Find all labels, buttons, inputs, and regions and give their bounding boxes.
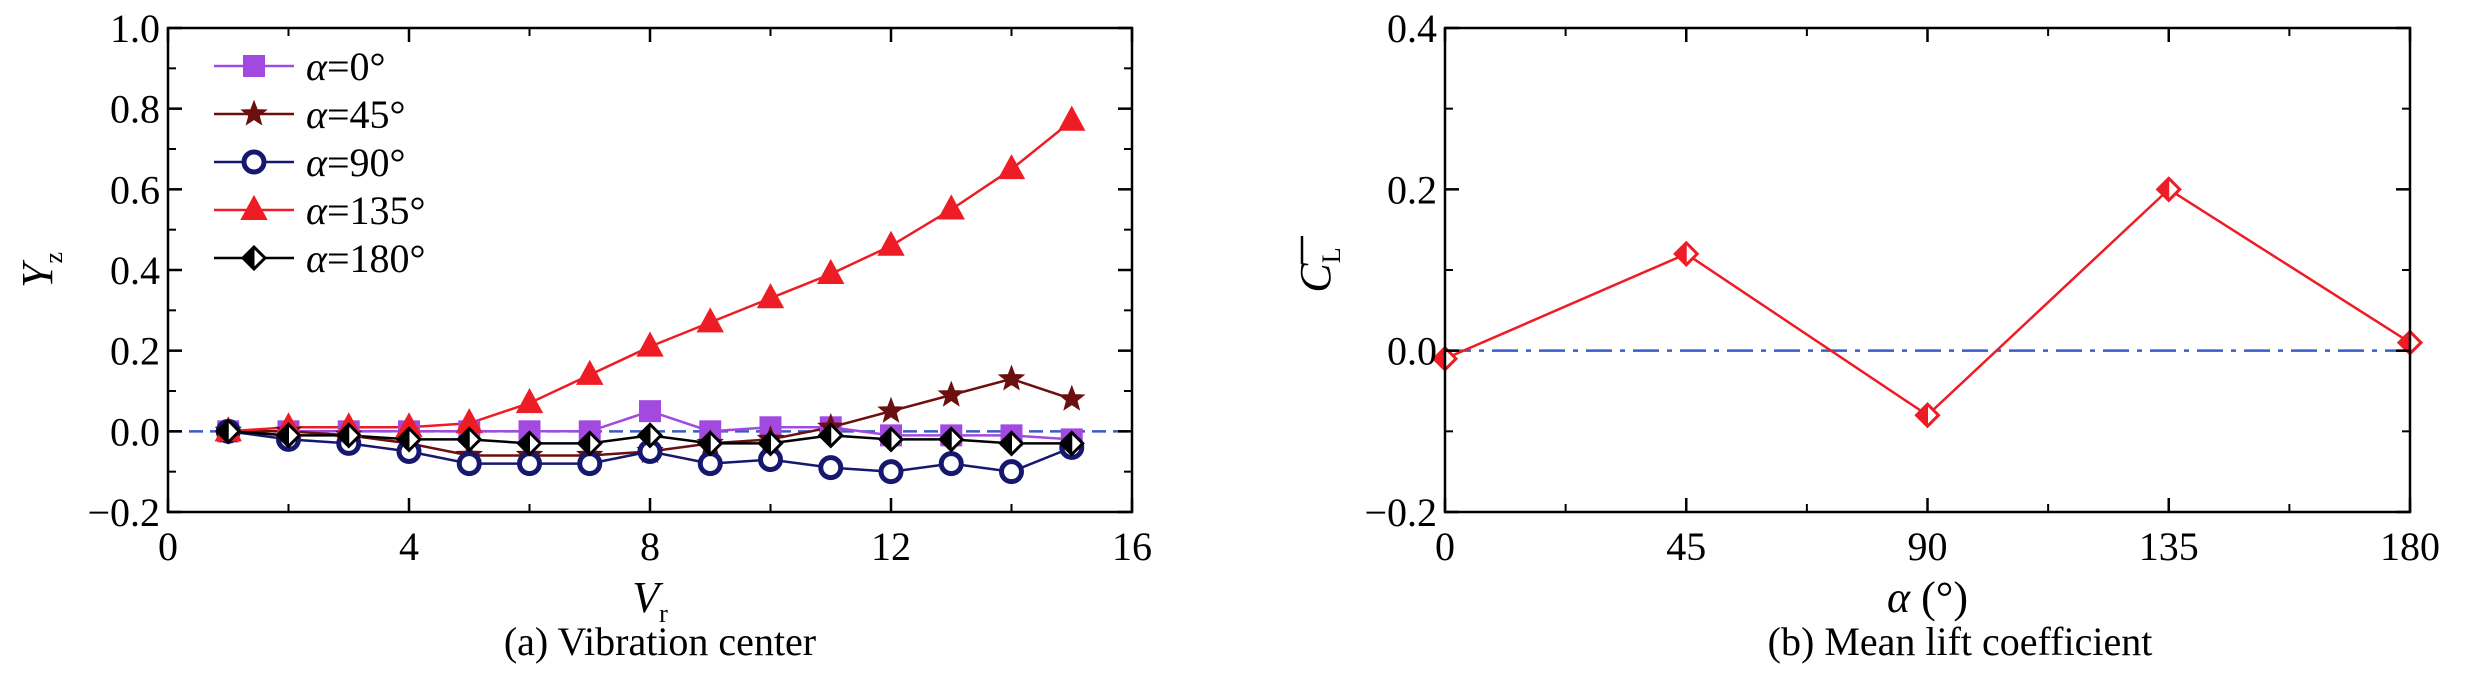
data-point-s3-9: [756, 283, 785, 309]
y-tick-label-1: 0.0: [110, 409, 160, 454]
x-tick-label-1: 4: [399, 524, 419, 569]
data-point-s2-13: [999, 459, 1024, 485]
y-tick-label-0: −0.2: [87, 490, 160, 535]
data-point-s4-6-fill: [578, 431, 591, 456]
y-tick-label-3: 0.4: [110, 248, 160, 293]
data-point-s2-12: [938, 451, 964, 477]
x-tick-label-0: 0: [1435, 524, 1455, 569]
data-point-s3-12: [937, 194, 965, 220]
legend-label-4: α=180°: [306, 236, 426, 281]
data-point-s0-7: [639, 400, 661, 423]
legend-label-1: α=45°: [306, 92, 406, 137]
legend-marker-0: [243, 55, 265, 77]
x-tick-label-2: 8: [640, 524, 660, 569]
data-point-s4-8-fill: [698, 431, 711, 456]
y-tick-label-1: 0.0: [1387, 329, 1437, 374]
series-line-0: [1444, 187, 2411, 417]
data-point-s1-12: [937, 380, 965, 407]
x-tick-label-0: 0: [158, 524, 178, 569]
x-axis-label: Vr: [632, 573, 668, 628]
data-point-s4-2-fill: [337, 423, 350, 448]
data-point-s4-0-fill: [216, 419, 229, 444]
data-point-s0-3-fill: [2157, 177, 2170, 202]
legend-label-3: α=135°: [306, 188, 426, 233]
legend-marker-2: [241, 149, 267, 175]
legend-label-2: α=90°: [306, 140, 406, 185]
x-tick-label-4: 180: [2380, 524, 2440, 569]
y-tick-label-2: 0.2: [110, 329, 160, 374]
data-point-s2-10: [818, 455, 844, 481]
x-tick-label-3: 135: [2139, 524, 2199, 569]
y-tick-label-6: 1.0: [110, 6, 160, 51]
x-tick-label-1: 45: [1666, 524, 1706, 569]
x-axis-label: α (°): [1887, 573, 1968, 622]
data-point-s4-13-fill: [999, 431, 1012, 456]
data-point-s2-6: [577, 451, 603, 477]
chart-mean-lift-coefficient: 0 45 90 135 180 −0.2 0.0 0.2 0.4 α (°) CL: [1291, 6, 2440, 622]
data-point-s0-2-fill: [1915, 402, 1928, 428]
data-point-s4-3-fill: [397, 427, 410, 452]
data-point-s4-9-fill: [758, 431, 771, 456]
data-point-s4-12-fill: [939, 427, 952, 452]
y-axis-label: CL: [1291, 247, 1346, 292]
y-axis-label: Yz: [13, 252, 68, 288]
data-point-s1-14: [1058, 384, 1086, 411]
data-point-s3-13: [997, 154, 1026, 180]
x-tick-label-4: 16: [1112, 524, 1152, 569]
data-point-s3-10: [817, 258, 845, 285]
caption-mean-lift-coefficient: (b) Mean lift coefficient: [1767, 619, 2153, 664]
caption-vibration-center: (a) Vibration center: [503, 619, 817, 664]
data-point-s4-4-fill: [457, 427, 470, 452]
data-point-s2-5: [517, 451, 542, 477]
data-point-s2-11: [878, 459, 904, 485]
data-point-s2-4: [456, 451, 482, 477]
y-tick-label-2: 0.2: [1387, 167, 1437, 212]
data-point-s3-11: [877, 230, 905, 256]
legend-marker-1: [240, 99, 268, 126]
data-point-s1-11: [877, 396, 905, 423]
x-tick-label-3: 12: [871, 524, 911, 569]
data-point-s3-8: [696, 307, 724, 333]
data-point-s3-14: [1058, 105, 1086, 131]
y-tick-label-0: −0.2: [1364, 490, 1437, 535]
y-tick-label-5: 0.8: [110, 87, 160, 132]
data-point-s4-5-fill: [517, 431, 530, 456]
legend-marker-3: [240, 194, 268, 220]
data-point-s0-1-fill: [1674, 241, 1687, 267]
legend-label-0: α=0°: [306, 44, 386, 89]
data-point-s2-8: [697, 451, 723, 477]
data-point-s4-11-fill: [879, 427, 892, 452]
x-tick-label-2: 90: [1908, 524, 1948, 569]
data-point-s3-7: [636, 331, 664, 357]
data-point-s4-1-fill: [276, 423, 289, 448]
y-tick-label-4: 0.6: [110, 167, 160, 212]
chart-vibration-center: 0 4 8 12 16 −0.2 0.0 0.2 0.4 0.6 0.8 1.0 Vr Yz α=0°α=4…: [13, 6, 1152, 628]
data-point-s3-5: [515, 388, 544, 414]
data-point-s4-10-fill: [819, 423, 832, 448]
data-point-s4-7-fill: [638, 423, 651, 448]
plot-frame: [1443, 26, 2412, 514]
legend-marker-4-fill: [242, 245, 255, 271]
data-point-s1-13: [997, 364, 1026, 391]
data-point-s4-14-fill: [1060, 431, 1073, 456]
y-tick-label-3: 0.4: [1387, 6, 1437, 51]
data-point-s3-6: [576, 359, 604, 385]
